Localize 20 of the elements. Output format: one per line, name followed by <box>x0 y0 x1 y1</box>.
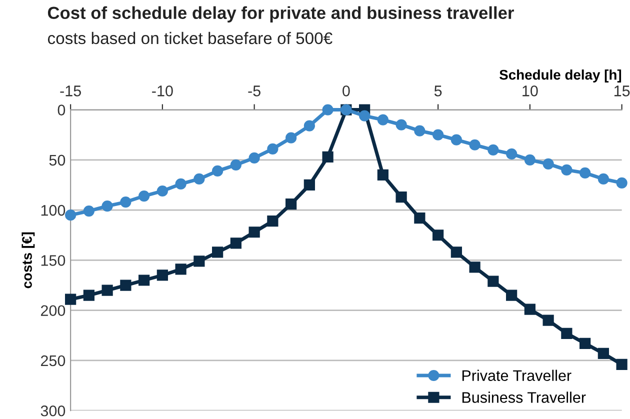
x-tick-label: 5 <box>434 86 442 96</box>
x-tick-label: 10 <box>522 86 538 96</box>
x-tick-label: 15 <box>614 86 630 96</box>
y-tick-label: 150 <box>41 255 66 266</box>
x-axis-title: Schedule delay [h] <box>500 70 622 82</box>
y-tick-label: 300 <box>40 405 66 416</box>
y-tick-label: 200 <box>40 305 66 316</box>
y-axis-title: costs [€] <box>22 232 35 288</box>
y-tick-label: 50 <box>49 154 66 166</box>
y-tick-label: 0 <box>58 104 66 116</box>
x-tick-label: 0 <box>342 86 350 96</box>
x-tick-label: -15 <box>60 86 81 96</box>
chart-title: Cost of schedule delay for private and business traveller <box>48 6 514 22</box>
chart-subtitle: costs based on ticket basefare of 500€ <box>48 32 332 44</box>
x-tick-label: -10 <box>152 86 173 96</box>
legend-label: Business Traveller <box>462 392 586 403</box>
y-tick-label: 100 <box>41 204 66 216</box>
legend-label: Private Traveller <box>462 370 572 381</box>
x-tick-label: -5 <box>248 86 260 96</box>
y-tick-label: 250 <box>40 355 66 366</box>
